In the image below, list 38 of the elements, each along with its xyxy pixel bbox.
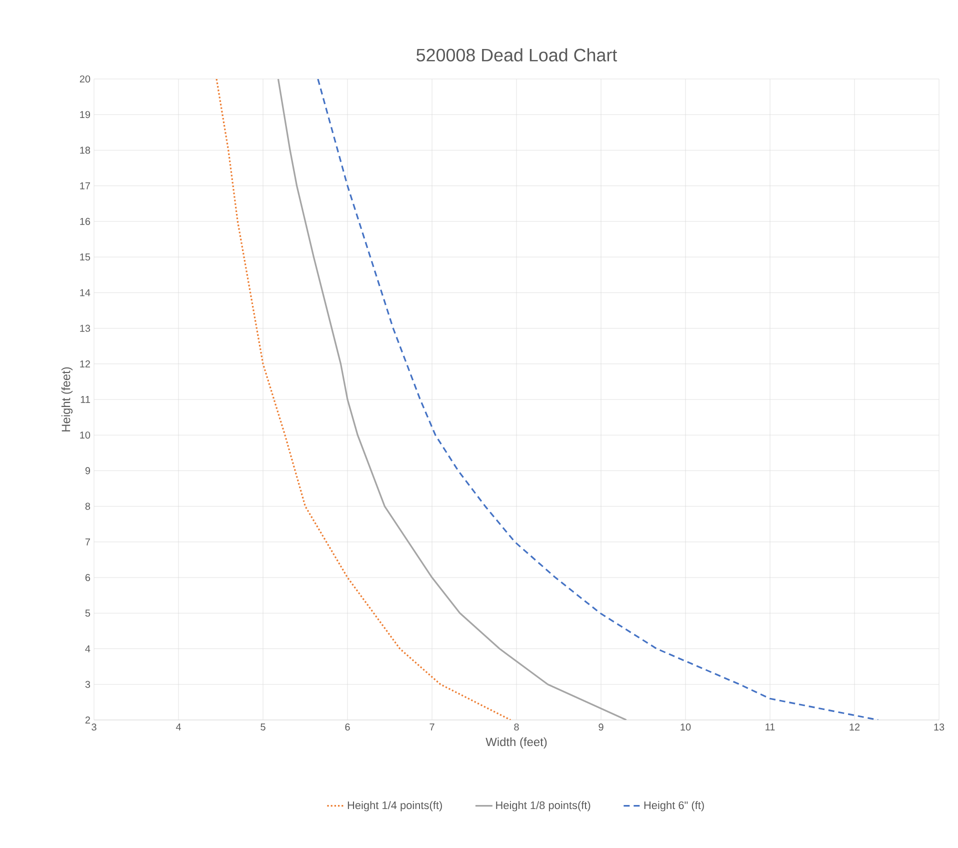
x-axis-title: Width (feet) <box>486 737 547 749</box>
y-tick-label: 8 <box>85 502 90 510</box>
y-tick-label: 20 <box>80 75 90 83</box>
y-tick-label: 17 <box>80 182 90 190</box>
x-tick-label: 12 <box>850 724 860 730</box>
x-tick-label: 13 <box>934 724 944 731</box>
y-tick-label: 4 <box>85 645 90 652</box>
y-tick-label: 18 <box>80 146 90 154</box>
y-tick-label: 12 <box>80 360 90 368</box>
y-tick-label: 6 <box>85 574 90 582</box>
y-tick-label: 9 <box>85 467 90 474</box>
legend-label: Height 6" (ft) <box>644 801 704 812</box>
x-tick-label: 7 <box>430 724 434 730</box>
x-tick-label: 8 <box>514 724 519 731</box>
y-tick-label: 15 <box>80 254 90 261</box>
x-tick-label: 4 <box>176 724 181 730</box>
y-tick-label: 3 <box>85 680 90 688</box>
x-tick-label: 6 <box>345 724 350 731</box>
x-tick-label: 5 <box>260 724 266 730</box>
y-tick-label: 19 <box>80 111 90 118</box>
y-tick-label: 16 <box>80 218 90 225</box>
y-tick-label: 11 <box>80 396 90 403</box>
x-tick-label: 9 <box>598 724 604 731</box>
y-tick-label: 10 <box>80 432 90 439</box>
y-tick-label: 5 <box>85 610 90 617</box>
chart-title: 520008 Dead Load Chart <box>416 48 618 62</box>
legend-label: Height 1/8 points(ft) <box>496 801 590 812</box>
legend-label: Height 1/4 points(ft) <box>348 801 442 812</box>
y-axis-title: Height (feet) <box>61 367 73 432</box>
x-tick-label: 10 <box>680 724 691 731</box>
y-tick-label: 2 <box>85 716 90 724</box>
line-series <box>277 78 628 720</box>
x-tick-label: 3 <box>92 724 96 731</box>
x-tick-label: 11 <box>766 724 775 730</box>
y-tick-label: 13 <box>80 324 90 332</box>
y-tick-label: 7 <box>85 538 90 546</box>
line-series <box>317 78 879 720</box>
y-tick-label: 14 <box>80 289 90 296</box>
